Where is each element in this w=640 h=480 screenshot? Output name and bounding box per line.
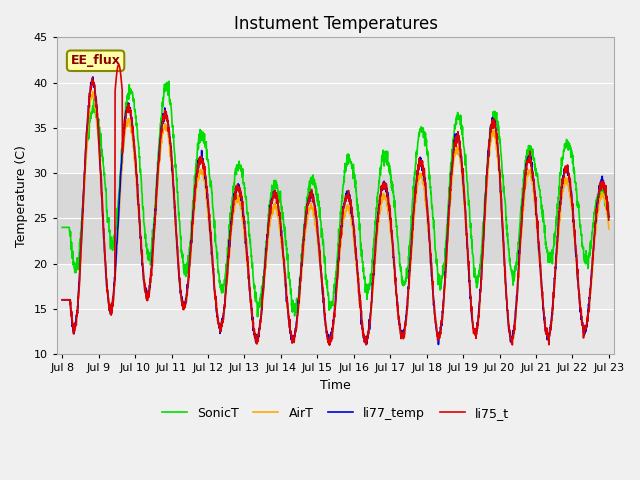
AirT: [352, 256, 360, 262]
li75_t: [211, 292, 219, 298]
AirT: [253, 341, 261, 347]
li77_temp: [211, 289, 219, 295]
SonicT: [605, 212, 612, 218]
AirT: [58, 297, 66, 303]
SonicT: [253, 314, 261, 320]
X-axis label: Time: Time: [320, 379, 351, 392]
AirT: [557, 203, 565, 208]
li75_t: [495, 153, 502, 158]
SonicT: [58, 225, 66, 230]
li77_temp: [435, 342, 442, 348]
AirT: [605, 226, 612, 232]
li77_temp: [557, 196, 565, 202]
AirT: [572, 258, 580, 264]
Legend: SonicT, AirT, li77_temp, li75_t: SonicT, AirT, li77_temp, li75_t: [157, 402, 515, 424]
AirT: [89, 89, 97, 95]
li77_temp: [495, 155, 502, 161]
li75_t: [572, 249, 580, 254]
AirT: [364, 333, 371, 339]
li77_temp: [605, 214, 612, 220]
SonicT: [557, 165, 565, 171]
li77_temp: [351, 243, 359, 249]
SonicT: [364, 284, 371, 290]
Y-axis label: Temperature (C): Temperature (C): [15, 145, 28, 247]
li75_t: [352, 249, 360, 255]
li75_t: [326, 342, 333, 348]
li77_temp: [364, 333, 371, 339]
li75_t: [557, 188, 565, 193]
li75_t: [115, 61, 122, 67]
Line: SonicT: SonicT: [62, 81, 609, 317]
SonicT: [495, 125, 502, 131]
SonicT: [352, 178, 360, 183]
AirT: [211, 294, 219, 300]
Title: Instument Temperatures: Instument Temperatures: [234, 15, 438, 33]
li75_t: [605, 217, 612, 223]
li77_temp: [89, 74, 97, 80]
Line: li75_t: li75_t: [62, 64, 609, 345]
SonicT: [165, 78, 173, 84]
Bar: [57, 173, 614, 264]
AirT: [495, 167, 502, 172]
li75_t: [58, 297, 66, 303]
Text: EE_flux: EE_flux: [70, 54, 120, 67]
li75_t: [364, 335, 371, 341]
Line: AirT: AirT: [62, 92, 609, 344]
SonicT: [572, 187, 580, 193]
SonicT: [211, 227, 219, 232]
li77_temp: [58, 297, 66, 303]
Line: li77_temp: li77_temp: [62, 77, 609, 345]
li77_temp: [572, 253, 580, 259]
